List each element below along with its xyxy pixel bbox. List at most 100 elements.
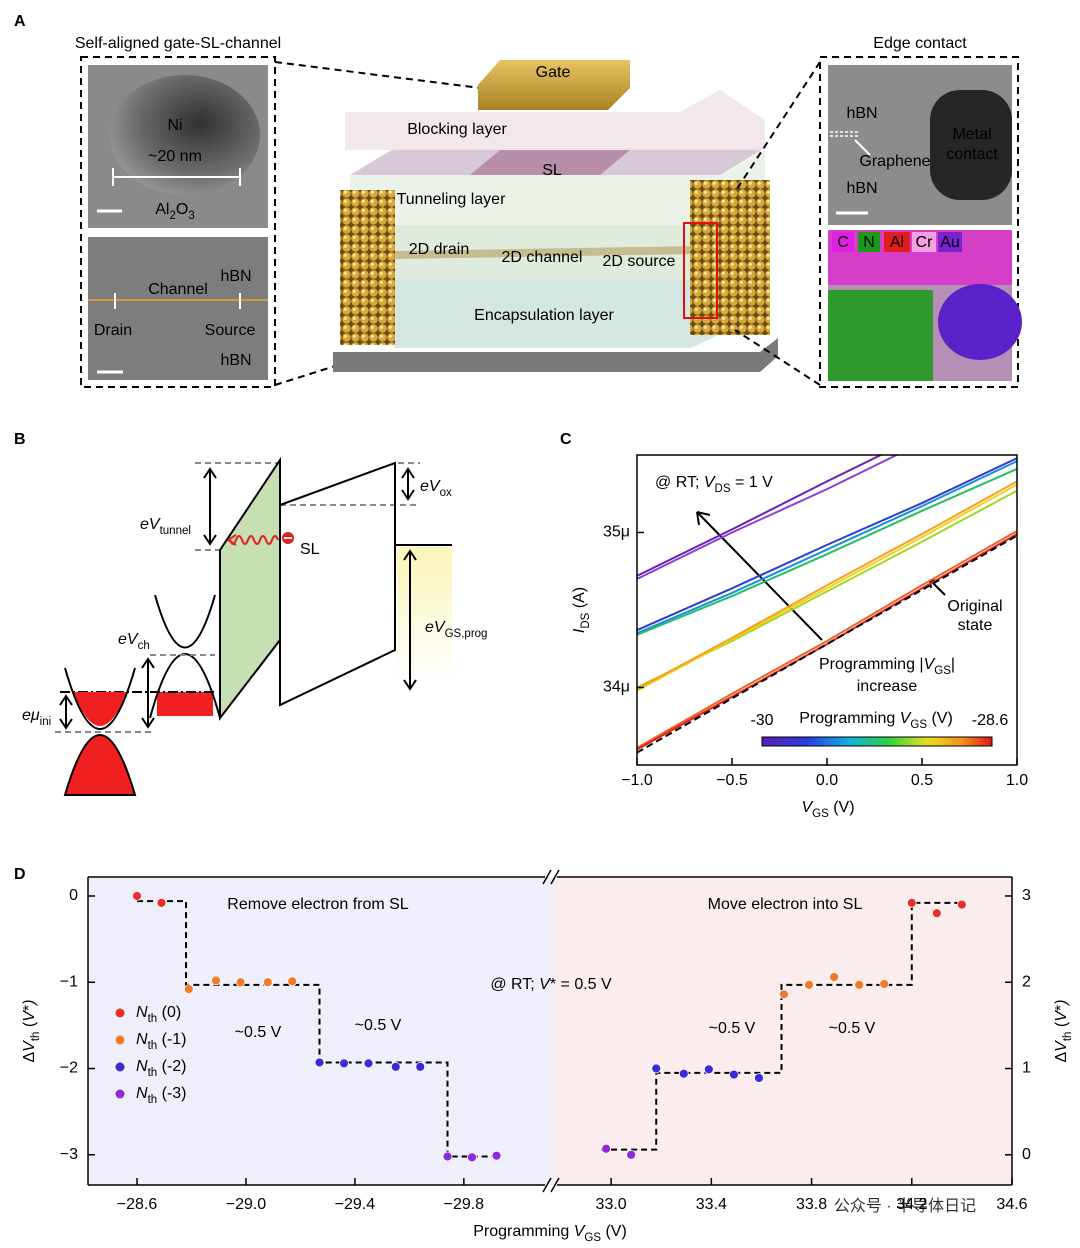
y-axis-label-part: Δ bbox=[21, 1051, 38, 1062]
legend-marker bbox=[115, 1008, 125, 1018]
y-axis-label-part: ( bbox=[21, 1021, 38, 1031]
step-label: ~0.5 V bbox=[709, 1020, 756, 1037]
label: eVox bbox=[420, 478, 452, 499]
eds-label: Al bbox=[890, 234, 904, 251]
x-tick-label: −29.4 bbox=[335, 1196, 376, 1213]
contact-left bbox=[340, 190, 395, 345]
colorbar-label: -28.6 bbox=[972, 712, 1009, 729]
panel-label: B bbox=[14, 431, 26, 448]
label-part: ox bbox=[440, 487, 452, 499]
highlight-box bbox=[683, 222, 718, 319]
label: Ni bbox=[167, 117, 182, 134]
eds-label: Au bbox=[940, 234, 960, 251]
point bbox=[390, 1061, 401, 1072]
colorbar bbox=[761, 736, 993, 747]
legend-label-part: (-1) bbox=[157, 1031, 186, 1048]
point bbox=[601, 1143, 612, 1154]
y2-axis-label: ΔVth (V*) bbox=[1053, 1000, 1074, 1063]
x-tick-label: 33.0 bbox=[596, 1196, 627, 1213]
y-tick-label: −2 bbox=[60, 1060, 78, 1077]
point bbox=[314, 1057, 325, 1068]
colorbar-title-part: (V) bbox=[927, 710, 953, 727]
label: hBN bbox=[846, 180, 877, 197]
label: Blocking layer bbox=[407, 121, 507, 138]
y-axis-label-part: V bbox=[21, 1010, 38, 1022]
annotation-part: * bbox=[550, 976, 556, 993]
point bbox=[906, 897, 917, 908]
tunneling-wave bbox=[229, 535, 279, 545]
label: hBN bbox=[220, 352, 251, 369]
step-line bbox=[601, 901, 965, 1151]
x-axis-label-part: V bbox=[801, 799, 813, 816]
step-label: ~0.5 V bbox=[235, 1024, 282, 1041]
point bbox=[262, 977, 273, 988]
arrow bbox=[403, 549, 417, 691]
label-part: O bbox=[176, 201, 188, 218]
x-tick-label: 34.2 bbox=[896, 1196, 927, 1213]
x-tick-label: 0.0 bbox=[816, 772, 838, 789]
x-tick-label: −0.5 bbox=[716, 772, 748, 789]
sl-layer bbox=[470, 150, 630, 175]
ini-electrons bbox=[73, 692, 127, 726]
label-part: GS,prog bbox=[445, 628, 488, 640]
x-tick-label: 33.8 bbox=[796, 1196, 827, 1213]
label: contact bbox=[946, 146, 998, 163]
point bbox=[156, 897, 167, 908]
channel-holes bbox=[157, 692, 213, 716]
label: hBN bbox=[846, 105, 877, 122]
point bbox=[703, 1064, 714, 1075]
annotation-part: Programming | bbox=[819, 656, 924, 673]
blocking-layer bbox=[345, 90, 765, 150]
eds-key bbox=[832, 232, 854, 252]
x-axis-label-part: GS bbox=[812, 808, 829, 820]
colorbar-title-part: V bbox=[900, 710, 912, 727]
label-part: Al bbox=[155, 201, 169, 218]
dashed-frame bbox=[819, 56, 1019, 388]
point bbox=[339, 1058, 349, 1069]
y-tick-label: 3 bbox=[1022, 887, 1031, 904]
panel-label: D bbox=[14, 866, 26, 883]
connector bbox=[734, 61, 821, 193]
point bbox=[211, 975, 221, 986]
label: Graphene bbox=[859, 153, 930, 170]
panel-title: Edge contact bbox=[873, 35, 967, 52]
point bbox=[931, 908, 942, 919]
annotation: Programming |VGS| bbox=[819, 656, 955, 677]
y-tick-label: −1 bbox=[60, 973, 78, 990]
2d-layer bbox=[394, 246, 701, 259]
curve bbox=[637, 480, 1017, 690]
label-part: eV bbox=[420, 478, 441, 495]
label: 2D source bbox=[603, 253, 676, 270]
ni-particle bbox=[110, 75, 260, 195]
colorbar-title-part: Programming bbox=[799, 710, 899, 727]
legend-label-part: th bbox=[148, 1067, 158, 1079]
y-tick-label: 35μ bbox=[603, 524, 630, 541]
curve bbox=[637, 457, 1017, 632]
arrowhead bbox=[227, 534, 237, 546]
annotation-part: V bbox=[704, 474, 716, 491]
eds-key bbox=[858, 232, 880, 252]
curve bbox=[637, 468, 1017, 636]
arrow bbox=[59, 694, 73, 730]
y2-axis-label-part: th bbox=[1062, 1032, 1074, 1042]
point bbox=[132, 891, 142, 901]
x-tick-label: 1.0 bbox=[1006, 772, 1028, 789]
x-axis-label-part: Programming bbox=[473, 1223, 573, 1240]
tunneling-layer bbox=[350, 150, 765, 225]
y-axis-label-part: V bbox=[21, 1040, 38, 1052]
x-axis-label-part: (V) bbox=[601, 1223, 627, 1240]
curve bbox=[637, 455, 899, 580]
x-axis-label-part: V bbox=[574, 1223, 586, 1240]
y2-axis-label-part: ( bbox=[1053, 1021, 1070, 1031]
point bbox=[956, 899, 967, 910]
label-part: eV bbox=[118, 631, 139, 648]
label: eVGS,prog bbox=[425, 619, 487, 640]
legend-marker bbox=[115, 1062, 125, 1072]
connector bbox=[274, 61, 481, 89]
annotation: @ RT; V* = 0.5 V bbox=[490, 976, 612, 993]
panel-b bbox=[55, 456, 452, 796]
panel-label: A bbox=[14, 13, 26, 30]
annotation-part: = 0.5 V bbox=[556, 976, 612, 993]
label-part: eV bbox=[425, 619, 446, 636]
dashed-frame bbox=[80, 56, 276, 388]
